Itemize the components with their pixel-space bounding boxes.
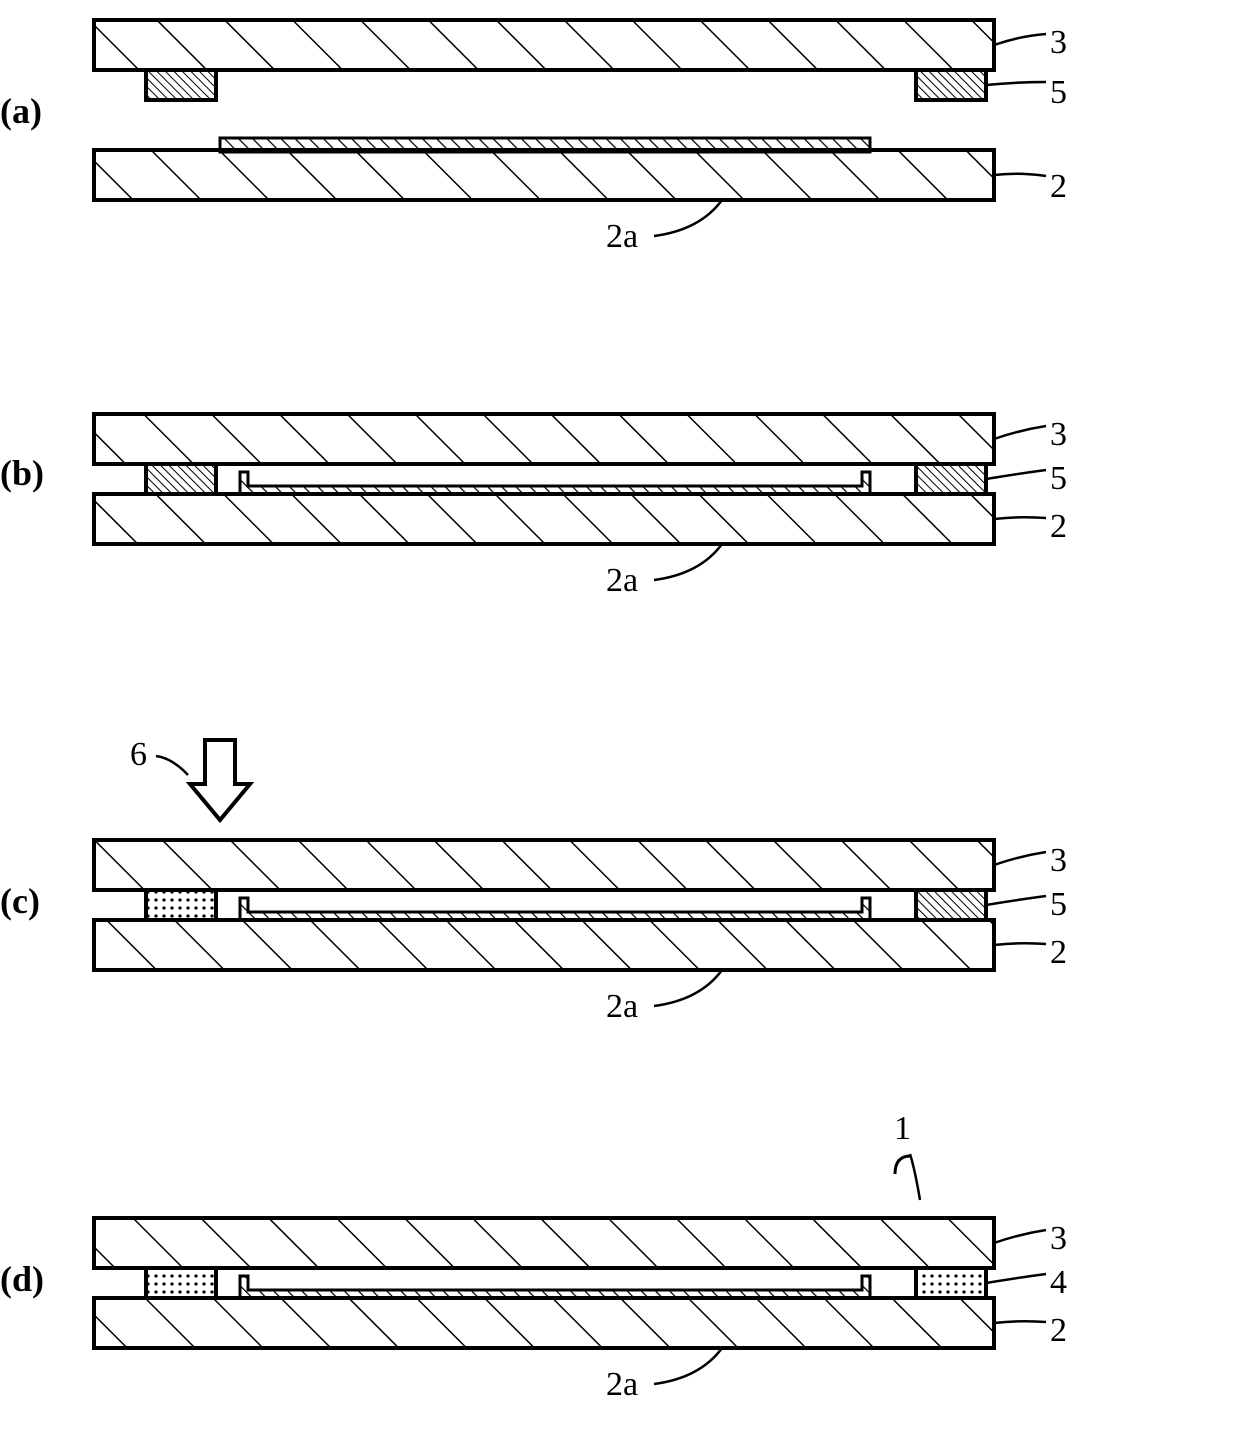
ref-label-3: 3 — [1050, 24, 1067, 62]
ref-label-5: 5 — [1050, 74, 1067, 112]
panel-label-a: (a) — [0, 90, 42, 132]
ref-label-3: 3 — [1050, 1220, 1067, 1258]
panel-label-d: (d) — [0, 1258, 44, 1300]
ref-label-3: 3 — [1050, 416, 1067, 454]
ref-label-5: 5 — [1050, 886, 1067, 924]
ref-label-6: 6 — [130, 736, 147, 774]
ref-label-2a: 2a — [606, 988, 638, 1026]
ref-label-2a: 2a — [606, 562, 638, 600]
ref-label-5: 5 — [1050, 460, 1067, 498]
ref-label-1: 1 — [894, 1110, 911, 1148]
figure-canvas: (a) 3 5 2 2a (b) 3 5 2 2a (c) 3 5 2 2a 6 (d) 3 4 2 2a 1 — [0, 0, 1236, 1438]
panel-label-c: (c) — [0, 880, 40, 922]
ref-label-2a: 2a — [606, 218, 638, 256]
ref-label-2: 2 — [1050, 1312, 1067, 1350]
panel-label-b: (b) — [0, 452, 44, 494]
ref-label-2: 2 — [1050, 168, 1067, 206]
ref-label-2a: 2a — [606, 1366, 638, 1404]
ref-label-3: 3 — [1050, 842, 1067, 880]
ref-label-2: 2 — [1050, 934, 1067, 972]
ref-label-2: 2 — [1050, 508, 1067, 546]
ref-label-4: 4 — [1050, 1264, 1067, 1302]
